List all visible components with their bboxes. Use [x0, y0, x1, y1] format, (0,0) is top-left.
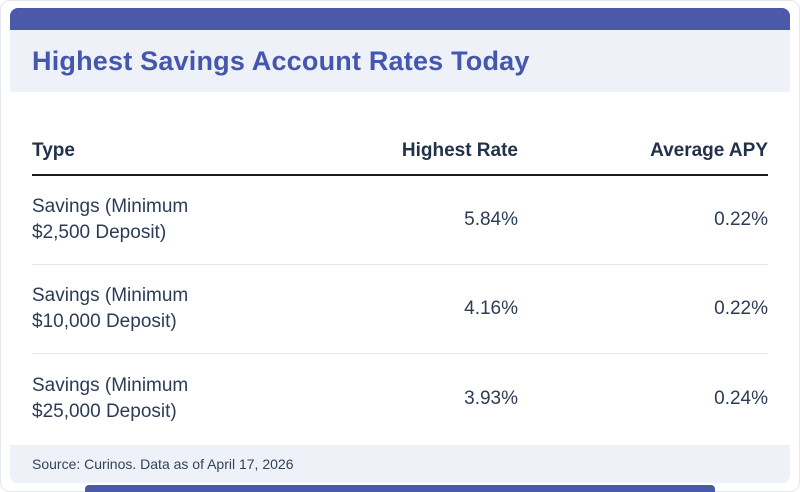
- row-type-line1: Savings (Minimum: [32, 196, 189, 217]
- rates-table: Type Highest Rate Average APY Savings (M…: [32, 92, 768, 443]
- row-type-label: Savings (Minimum $25,000 Deposit): [32, 373, 328, 425]
- row-average-apy: 0.22%: [714, 298, 768, 319]
- next-card-accent-bar: [85, 485, 715, 492]
- card-footer: Source: Curinos. Data as of April 17, 20…: [10, 445, 790, 483]
- table-row: Savings (Minimum $10,000 Deposit) 4.16% …: [32, 265, 768, 354]
- card-accent-bar: [10, 8, 790, 30]
- row-type-line2: $2,500 Deposit): [32, 222, 167, 243]
- column-header-average-apy: Average APY: [650, 140, 768, 161]
- row-type-label: Savings (Minimum $2,500 Deposit): [32, 194, 328, 246]
- row-average-apy: 0.24%: [714, 387, 768, 409]
- row-highest-rate: 4.16%: [464, 298, 518, 319]
- card-header: Highest Savings Account Rates Today: [10, 30, 790, 92]
- row-highest-rate: 3.93%: [464, 387, 518, 409]
- row-type-label: Savings (Minimum $10,000 Deposit): [32, 283, 328, 335]
- row-type-line2: $10,000 Deposit): [32, 311, 177, 332]
- row-type-line1: Savings (Minimum: [32, 285, 189, 306]
- row-type-line2: $25,000 Deposit): [32, 400, 177, 422]
- table-row: Savings (Minimum $2,500 Deposit) 5.84% 0…: [32, 176, 768, 265]
- source-attribution: Source: Curinos. Data as of April 17, 20…: [32, 456, 294, 472]
- row-type-line1: Savings (Minimum: [32, 374, 189, 396]
- page-title: Highest Savings Account Rates Today: [32, 45, 530, 76]
- table-row: Savings (Minimum $25,000 Deposit) 3.93% …: [32, 354, 768, 443]
- row-highest-rate: 5.84%: [464, 209, 518, 230]
- table-header-row: Type Highest Rate Average APY: [32, 92, 768, 176]
- column-header-highest-rate: Highest Rate: [401, 140, 518, 161]
- row-average-apy: 0.22%: [714, 209, 768, 230]
- column-header-type: Type: [32, 140, 75, 161]
